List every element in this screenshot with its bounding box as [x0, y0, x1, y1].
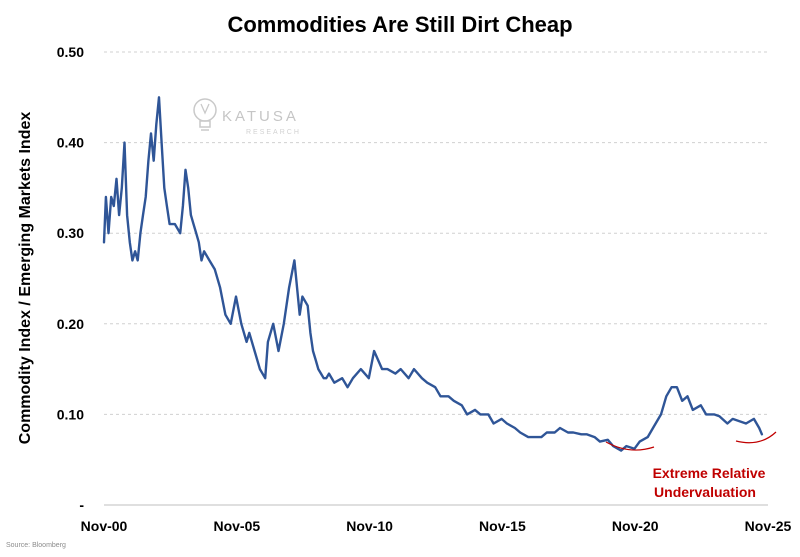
y-tick-label: 0.20 — [57, 316, 84, 332]
y-axis-label: Commodity Index / Emerging Markets Index — [17, 112, 34, 445]
annotation-arc-2025 — [735, 431, 777, 444]
annotation-line-2: Undervaluation — [654, 484, 756, 500]
gridlines — [104, 51, 768, 506]
logo-brand: KATUSA — [222, 108, 299, 125]
y-tick-label: 0.40 — [57, 135, 84, 151]
katusa-logo: KATUSA RESEARCH — [193, 98, 301, 136]
annotation-arc-2020 — [605, 441, 655, 451]
y-axis-ticks: 0.50 0.40 0.30 0.20 0.10 - — [57, 44, 85, 513]
x-tick-label: Nov-20 — [612, 518, 659, 534]
x-tick-label: Nov-15 — [479, 518, 526, 534]
x-axis-ticks: Nov-00 Nov-05 Nov-10 Nov-15 Nov-20 Nov-25 — [81, 518, 792, 534]
data-series — [102, 96, 764, 452]
annotation-line-1: Extreme Relative — [653, 465, 766, 481]
y-tick-label: - — [79, 497, 84, 513]
x-tick-label: Nov-25 — [745, 518, 792, 534]
y-tick-label: 0.50 — [57, 44, 84, 60]
chart-title: Commodities Are Still Dirt Cheap — [227, 12, 572, 37]
lightbulb-icon — [193, 98, 217, 131]
source-note: Source: Bloomberg — [6, 542, 66, 549]
y-tick-label: 0.10 — [57, 406, 84, 422]
logo-subtitle: RESEARCH — [246, 129, 301, 136]
x-tick-label: Nov-10 — [346, 518, 393, 534]
y-tick-label: 0.30 — [57, 225, 84, 241]
series-line-0 — [102, 96, 764, 452]
x-tick-label: Nov-00 — [81, 518, 128, 534]
x-tick-label: Nov-05 — [213, 518, 260, 534]
undervaluation-annotation: Extreme Relative Undervaluation — [605, 431, 777, 500]
